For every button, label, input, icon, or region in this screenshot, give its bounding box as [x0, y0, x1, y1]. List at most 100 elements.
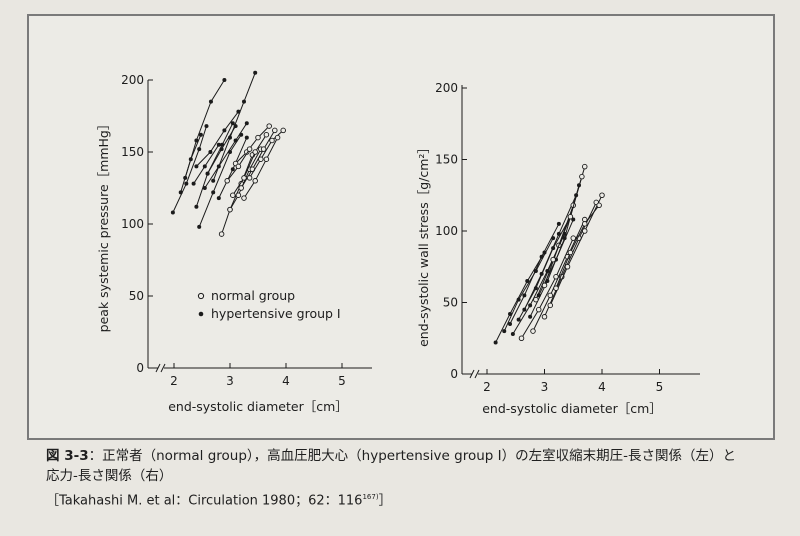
left-y-tick-label: 100: [121, 217, 144, 231]
left-point-hypertensive: [216, 142, 221, 147]
left-series: [170, 70, 286, 237]
left-point-normal: [235, 163, 242, 170]
left-point-hypertensive: [202, 186, 207, 190]
left-point-hypertensive: [170, 210, 175, 215]
right-point-hypertensive: [522, 307, 527, 312]
right-point-hypertensive: [556, 221, 561, 226]
left-axes: 0 50 100 150 200 2 3 4 5: [121, 73, 372, 388]
left-point-hypertensive: [244, 121, 249, 126]
right-y-axis-label: end-systolic wall stress［g/cm²］: [416, 141, 431, 347]
left-x-tick-label: 2: [170, 374, 178, 388]
reference-superscript: 167): [362, 493, 379, 501]
right-point-hypertensive: [516, 317, 521, 322]
right-point-normal: [582, 163, 588, 170]
left-point-hypertensive: [194, 204, 199, 209]
right-point-normal: [579, 173, 585, 180]
right-point-hypertensive: [528, 314, 533, 319]
right-point-normal: [518, 335, 525, 342]
figure-caption-line1: 図 3-3：正常者（normal group），高血圧肥大心（hypertens…: [46, 447, 736, 466]
left-point-normal: [246, 146, 253, 152]
left-point-normal: [241, 175, 247, 181]
left-series-line-hypertensive: [212, 72, 256, 181]
right-x-tick-label: 2: [483, 380, 491, 394]
right-point-hypertensive: [516, 297, 521, 302]
left-point-normal: [274, 134, 281, 141]
left-x-tick-label: 5: [338, 374, 346, 388]
right-series-line-normal: [535, 176, 583, 300]
left-point-hypertensive: [211, 190, 216, 195]
right-y-tick-label: 200: [435, 81, 458, 95]
left-x-axis-label: end-systolic diameter［cm］: [168, 399, 348, 414]
right-point-normal: [533, 296, 539, 303]
left-point-normal: [227, 206, 233, 213]
left-point-normal: [238, 185, 244, 191]
right-point-normal: [553, 285, 559, 291]
figure-frame: [27, 14, 775, 440]
right-y-tick-label: 150: [435, 153, 458, 167]
left-point-normal: [252, 149, 258, 155]
caption-text-2: 応力-長さ関係（右）: [46, 468, 173, 484]
left-point-hypertensive: [205, 171, 210, 176]
figure-reference: ［Takahashi M. et al：Circulation 1980；62：…: [46, 488, 392, 510]
left-point-normal: [258, 156, 264, 162]
left-point-hypertensive: [230, 167, 235, 172]
right-chart: 0 50 100 150 200 2 3 4 5 end-systolic wall stres…: [416, 81, 700, 416]
left-point-hypertensive: [230, 121, 235, 126]
left-series-line-normal: [235, 125, 270, 164]
left-point-hypertensive: [202, 164, 207, 169]
left-series-line-hypertensive: [198, 134, 242, 228]
left-point-normal: [269, 137, 275, 144]
right-series-line-normal: [521, 237, 574, 339]
right-point-normal: [596, 202, 602, 209]
right-series-line-hypertensive: [495, 252, 545, 343]
caption-text-1: ：正常者（normal group），高血圧肥大心（hypertensive g…: [88, 448, 736, 464]
right-point-hypertensive: [525, 279, 530, 284]
left-point-normal: [263, 156, 270, 162]
right-point-normal: [541, 314, 548, 320]
right-point-hypertensive: [502, 329, 507, 334]
right-series-line-hypertensive: [503, 237, 554, 332]
reference-end: ］: [378, 493, 392, 509]
left-point-hypertensive: [178, 190, 183, 195]
right-point-normal: [567, 249, 574, 256]
left-series-line-normal: [232, 134, 267, 196]
right-y-tick-label: 0: [450, 367, 458, 381]
left-x-tick-label: 4: [282, 374, 290, 388]
left-point-hypertensive: [222, 128, 227, 133]
left-point-hypertensive: [191, 181, 196, 186]
right-point-normal: [599, 192, 605, 198]
left-point-normal: [235, 192, 242, 198]
left-point-hypertensive: [242, 99, 246, 104]
right-point-hypertensive: [508, 311, 512, 316]
right-point-hypertensive: [528, 303, 533, 308]
left-chart: 0 50 100 150 200 2 3 4 5 peak systemic pressure［…: [96, 70, 372, 414]
left-point-hypertensive: [244, 135, 249, 140]
left-series-line-hypertensive: [204, 122, 248, 189]
legend: normal group hypertensive group Ⅰ: [197, 288, 341, 321]
right-point-normal: [547, 302, 554, 309]
left-series-line-normal: [221, 154, 253, 235]
right-x-tick-label: 5: [656, 380, 664, 394]
left-point-hypertensive: [194, 164, 199, 169]
reference-text: ［Takahashi M. et al：Circulation 1980；62：…: [46, 493, 363, 509]
right-y-tick-label: 100: [435, 224, 458, 238]
right-x-tick-label: 3: [541, 380, 549, 394]
left-series-line-normal: [243, 137, 279, 199]
left-y-tick-label: 50: [129, 289, 144, 303]
left-point-hypertensive: [236, 109, 241, 114]
left-point-hypertensive: [204, 124, 209, 129]
left-series-line-normal: [229, 148, 262, 210]
right-point-normal: [582, 221, 588, 227]
left-series-line-hypertensive: [172, 125, 207, 213]
left-point-normal: [224, 178, 230, 184]
left-point-hypertensive: [233, 138, 238, 143]
left-point-normal: [263, 131, 270, 138]
left-point-normal: [266, 123, 272, 129]
left-point-normal: [280, 127, 286, 134]
figure-caption-line2: 応力-長さ関係（右）: [46, 467, 172, 486]
left-point-normal: [218, 231, 225, 237]
right-series-line-normal: [532, 219, 586, 332]
left-point-normal: [241, 195, 247, 201]
right-x-axis-label: end-systolic diameter［cm］: [482, 401, 662, 416]
right-point-hypertensive: [522, 293, 527, 298]
